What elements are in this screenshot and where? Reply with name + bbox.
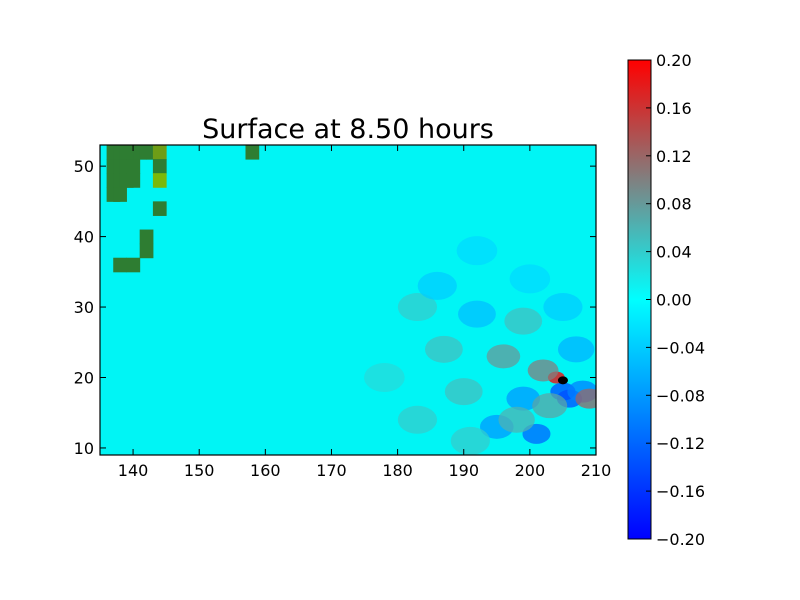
wave-blob (456, 236, 498, 266)
y-axis: 10 20 30 40 50 (74, 157, 596, 458)
colorbar-ticks: 0.20 0.16 0.12 0.08 0.04 0.00 −0.04 −0.08 −0.12 −… (646, 51, 705, 549)
land-cell (245, 145, 260, 160)
land-cell (126, 159, 141, 174)
wave-field (364, 236, 596, 455)
colorbar-tick-label: −0.04 (656, 338, 705, 357)
land-cells (106, 145, 260, 273)
source-marker (557, 376, 568, 385)
wave-blob (486, 344, 521, 369)
wave-blob (575, 388, 596, 409)
colorbar-tick-label: −0.20 (656, 530, 705, 549)
land-cell (152, 159, 167, 174)
land-cell (126, 257, 141, 273)
land-cell (152, 145, 167, 160)
colorbar-tick-label: −0.16 (656, 482, 705, 501)
x-tick-label: 180 (382, 461, 413, 480)
colorbar-tick-label: −0.12 (656, 434, 705, 453)
x-tick-label: 200 (515, 461, 546, 480)
colorbar: 0.20 0.16 0.12 0.08 0.04 0.00 −0.04 −0.08 −0.12 −… (627, 51, 705, 549)
wave-blob (527, 359, 559, 382)
colorbar-tick-label: 0.16 (656, 99, 692, 118)
wave-blob (424, 335, 463, 363)
wave-blob (397, 405, 438, 434)
source-marker-group (557, 376, 568, 385)
wave-blob (450, 426, 490, 455)
x-tick-label: 190 (448, 461, 479, 480)
x-tick-label: 160 (250, 461, 281, 480)
x-tick-label: 170 (316, 461, 347, 480)
colorbar-tick-label: −0.08 (656, 386, 705, 405)
y-tick-label: 30 (74, 298, 94, 317)
plot-frame (99, 144, 597, 456)
plot-area (100, 145, 596, 455)
land-cell (139, 243, 154, 259)
colorbar-tick-label: 0.12 (656, 147, 692, 166)
wave-blob (397, 293, 438, 322)
wave-blob (417, 271, 457, 300)
colorbar-tick-label: 0.08 (656, 195, 692, 214)
wave-blob (543, 293, 583, 322)
colorbar-tick-label: 0.04 (656, 243, 692, 262)
x-axis: 140 150 160 170 180 190 200 210 (118, 145, 611, 480)
wave-blob (506, 386, 541, 411)
colorbar-tick-label: 0.20 (656, 51, 692, 70)
wave-blob (498, 406, 535, 433)
wave-blob (504, 307, 543, 335)
wave-blob (444, 378, 483, 406)
wave-blob (458, 300, 496, 328)
y-tick-label: 10 (74, 439, 94, 458)
x-tick-label: 150 (184, 461, 215, 480)
chart-title: Surface at 8.50 hours (202, 114, 494, 145)
y-tick-label: 20 (74, 369, 94, 388)
colorbar-tick-label: 0.00 (656, 291, 692, 310)
x-tick-label: 140 (118, 461, 149, 480)
land-cell (126, 173, 141, 188)
y-tick-label: 40 (74, 228, 94, 247)
wave-blob (509, 264, 551, 294)
wave-blob (364, 363, 405, 392)
y-tick-label: 50 (74, 157, 94, 176)
wave-blob (532, 393, 568, 419)
wave-blob (557, 336, 595, 363)
land-cell (113, 257, 127, 273)
land-cell (152, 173, 167, 188)
land-cell (113, 187, 127, 202)
land-cell (139, 229, 154, 245)
land-cell (152, 201, 167, 216)
x-tick-label: 210 (581, 461, 612, 480)
